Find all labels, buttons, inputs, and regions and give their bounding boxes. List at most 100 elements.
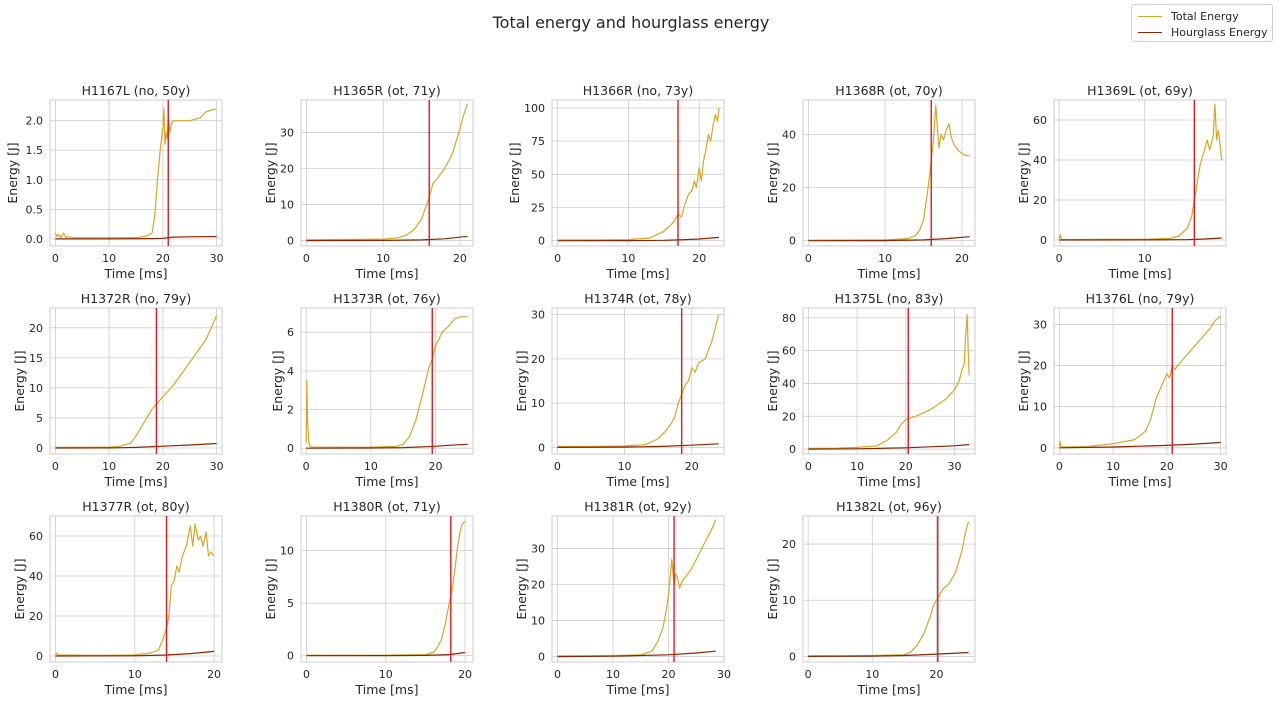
x-tick-label: 20 [156, 252, 170, 265]
subplot-h1368r-ot-70y: 0 10 20 0 20 40 H1368R (ot, 70y) Time [ms] Energ… [765, 83, 976, 281]
y-tick-label: 20 [280, 162, 294, 175]
x-tick-label: 30 [1214, 460, 1228, 473]
y-tick-label: 30 [1033, 318, 1047, 331]
legend-swatch-total-energy [1138, 15, 1162, 17]
subplot-h1366r-no-73y: 0 10 20 0 25 50 75 100 H1366R (no, 73y) Time [ms]… [507, 83, 725, 281]
y-tick-label: 20 [531, 353, 545, 366]
x-tick-label: 0 [805, 460, 812, 473]
series-line-total-energy [557, 519, 717, 657]
series-line-hourglass-energy [557, 650, 716, 658]
subplot-title: H1381R (ot, 92y) [584, 499, 691, 514]
y-tick-label: 10 [782, 594, 796, 607]
series-line-hourglass-energy [557, 236, 720, 242]
y-tick-label: 20 [1033, 360, 1047, 373]
y-tick-label: 0.5 [26, 203, 44, 216]
series-line-total-energy [808, 521, 970, 657]
y-tick-label: 20 [782, 182, 796, 195]
x-axis-label: Time [ms] [856, 474, 920, 489]
x-axis-label: Time [ms] [103, 266, 167, 281]
x-tick-label: 30 [210, 460, 224, 473]
x-tick-label: 20 [207, 668, 221, 681]
series-line-total-energy [808, 314, 970, 449]
axes-frame [551, 515, 725, 663]
legend-label-hourglass-energy: Hourglass Energy [1171, 25, 1268, 39]
x-axis-label: Time [ms] [354, 682, 418, 697]
y-tick-label: 0 [287, 650, 294, 663]
subplot-h1373r-ot-76y: 0 10 20 0 2 4 6 H1373R (ot, 76y) Time [ms] Energy… [270, 291, 474, 489]
y-tick-label: 5 [36, 412, 43, 425]
y-tick-label: 100 [524, 102, 545, 115]
x-tick-label: 10 [606, 668, 620, 681]
legend-entry-hourglass-energy: Hourglass Energy [1138, 24, 1268, 40]
y-tick-label: 0 [287, 235, 294, 248]
series-line-total-energy [1058, 103, 1223, 241]
subplot-title: H1372R (no, 79y) [81, 291, 191, 306]
y-tick-label: 10 [280, 545, 294, 558]
y-tick-label: 20 [29, 322, 43, 335]
x-tick-label: 0 [805, 668, 812, 681]
y-tick-label: 2.0 [26, 115, 44, 128]
x-tick-label: 30 [948, 460, 962, 473]
x-axis-label: Time [ms] [1107, 266, 1171, 281]
axes-frame [802, 515, 976, 663]
x-tick-label: 10 [376, 252, 390, 265]
y-tick-label: 0 [538, 235, 545, 248]
x-tick-label: 0 [805, 252, 812, 265]
y-tick-label: 60 [782, 345, 796, 358]
y-tick-label: 6 [287, 326, 294, 339]
subplot-h1369l-ot-69y: 0 10 0 20 40 60 H1369L (ot, 69y) Time [ms] Energ… [1016, 83, 1227, 281]
axes-frame [802, 99, 976, 247]
series-line-hourglass-energy [1059, 237, 1222, 241]
x-tick-label: 20 [1160, 460, 1174, 473]
x-tick-label: 20 [458, 668, 472, 681]
x-tick-label: 20 [453, 252, 467, 265]
x-tick-label: 0 [554, 668, 561, 681]
legend-entry-total-energy: Total Energy [1138, 8, 1239, 24]
series-line-hourglass-energy [808, 236, 970, 242]
y-tick-label: 20 [782, 538, 796, 551]
series-line-hourglass-energy [55, 235, 217, 240]
x-tick-label: 0 [1056, 460, 1063, 473]
y-axis-label: Energy [J] [765, 142, 780, 203]
x-axis-label: Time [ms] [605, 266, 669, 281]
y-tick-label: 10 [280, 199, 294, 212]
y-tick-label: 10 [531, 615, 545, 628]
x-tick-label: 20 [156, 460, 170, 473]
x-tick-label: 0 [303, 668, 310, 681]
y-tick-label: 20 [1033, 194, 1047, 207]
x-tick-label: 10 [878, 252, 892, 265]
x-axis-label: Time [ms] [605, 682, 669, 697]
y-tick-label: 60 [29, 530, 43, 543]
y-tick-label: 0 [789, 443, 796, 456]
x-tick-label: 0 [554, 460, 561, 473]
subplot-title: H1368R (ot, 70y) [835, 83, 942, 98]
x-axis-label: Time [ms] [354, 474, 418, 489]
subplot-h1374r-ot-78y: 0 10 20 0 10 20 30 H1374R (ot, 78y) Time [ms] Ene… [514, 291, 725, 489]
series-line-hourglass-energy [557, 443, 719, 448]
x-tick-label: 10 [865, 668, 879, 681]
y-tick-label: 0 [538, 441, 545, 454]
y-tick-label: 5 [287, 597, 294, 610]
subplot-title: H1374R (ot, 78y) [584, 291, 691, 306]
x-tick-label: 10 [379, 668, 393, 681]
subplot-title: H1376L (no, 79y) [1086, 291, 1195, 306]
y-tick-label: 75 [531, 135, 545, 148]
subplot-h1365r-ot-71y: 0 10 20 0 10 20 30 H1365R (ot, 71y) Time [ms] Ene… [263, 83, 474, 281]
y-tick-label: 40 [1033, 154, 1047, 167]
x-tick-label: 0 [52, 460, 59, 473]
subplot-title: H1365R (ot, 71y) [333, 83, 440, 98]
y-tick-label: 20 [531, 578, 545, 591]
x-tick-label: 20 [662, 668, 676, 681]
y-tick-label: 20 [782, 410, 796, 423]
y-tick-label: 1.5 [26, 144, 44, 157]
y-tick-label: 25 [531, 202, 545, 215]
y-axis-label: Energy [J] [12, 558, 27, 619]
y-tick-label: 30 [531, 542, 545, 555]
subplot-title: H1167L (no, 50y) [82, 83, 191, 98]
subplot-h1372r-no-79y: 0 10 20 30 0 5 10 15 20 H1372R (no, 79y) Time [ms]… [12, 291, 224, 489]
y-tick-label: 0.0 [26, 233, 44, 246]
x-axis-label: Time [ms] [1107, 474, 1171, 489]
x-tick-label: 20 [692, 252, 706, 265]
y-tick-label: 20 [29, 610, 43, 623]
